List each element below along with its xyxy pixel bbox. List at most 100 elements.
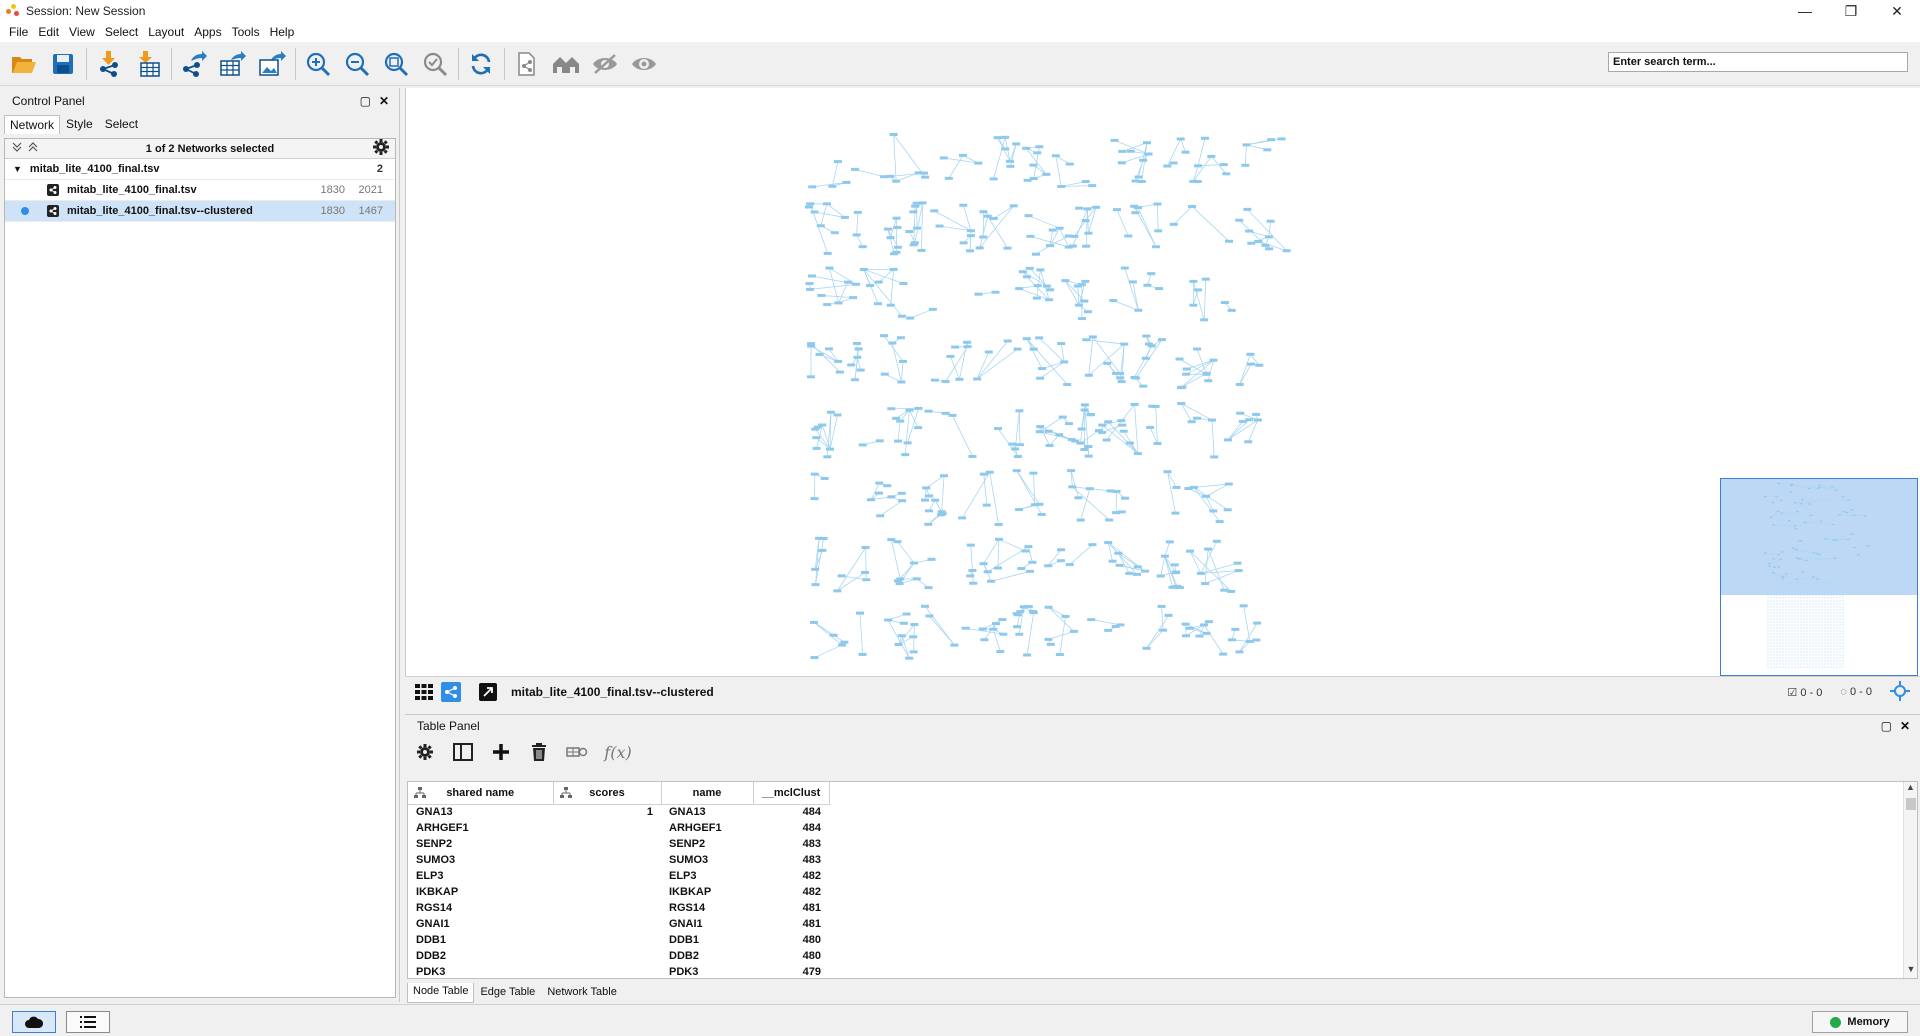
node[interactable]: [1178, 385, 1187, 389]
tab-edge-table[interactable]: Edge Table: [480, 986, 536, 998]
node[interactable]: [883, 484, 892, 488]
table-cell-shared-name[interactable]: IKBKAP: [416, 886, 459, 898]
node[interactable]: [909, 243, 918, 247]
node[interactable]: [1253, 621, 1262, 625]
node[interactable]: [1202, 372, 1211, 376]
node[interactable]: [1777, 554, 1780, 556]
table-row[interactable]: PDK3 PDK3 479: [408, 964, 829, 978]
table-cell-scores[interactable]: [553, 916, 661, 932]
node[interactable]: [1143, 283, 1152, 287]
node[interactable]: [1015, 508, 1024, 512]
node[interactable]: [996, 650, 1005, 654]
node[interactable]: [1139, 158, 1148, 162]
node[interactable]: [1080, 403, 1089, 407]
node[interactable]: [1142, 334, 1151, 338]
node[interactable]: [1242, 143, 1251, 147]
node[interactable]: [979, 562, 988, 566]
node[interactable]: [809, 620, 818, 624]
node[interactable]: [1064, 234, 1073, 238]
menu-file[interactable]: File: [9, 25, 29, 39]
node[interactable]: [1151, 245, 1160, 249]
node[interactable]: [1141, 356, 1150, 360]
node[interactable]: [1013, 613, 1022, 617]
node[interactable]: [1189, 279, 1198, 283]
add-column-icon[interactable]: [489, 740, 513, 764]
node[interactable]: [984, 350, 993, 354]
node[interactable]: [968, 454, 977, 458]
node[interactable]: [912, 201, 921, 205]
node[interactable]: [1142, 141, 1151, 145]
node[interactable]: [889, 267, 898, 271]
node[interactable]: [823, 303, 832, 307]
node[interactable]: [1768, 565, 1771, 567]
node[interactable]: [1239, 604, 1248, 608]
node[interactable]: [1772, 558, 1775, 560]
node[interactable]: [873, 302, 882, 306]
node[interactable]: [1769, 516, 1773, 518]
node[interactable]: [1104, 420, 1113, 424]
expand-collapse-icons[interactable]: [11, 142, 47, 155]
network-view-icon[interactable]: [441, 681, 461, 702]
node[interactable]: [1036, 376, 1045, 380]
node[interactable]: [1224, 482, 1233, 486]
node[interactable]: [1155, 287, 1164, 291]
node[interactable]: [1046, 244, 1055, 248]
node[interactable]: [893, 225, 902, 229]
node[interactable]: [1087, 618, 1096, 622]
save-session-icon[interactable]: [47, 48, 79, 80]
node[interactable]: [1819, 520, 1823, 522]
node[interactable]: [1220, 588, 1229, 592]
node[interactable]: [895, 582, 904, 586]
scroll-down-icon[interactable]: ▼: [1906, 964, 1916, 974]
node[interactable]: [1146, 425, 1155, 429]
node[interactable]: [1172, 485, 1181, 489]
node[interactable]: [1194, 288, 1203, 292]
node[interactable]: [1086, 413, 1095, 417]
node[interactable]: [1085, 487, 1094, 491]
new-network-from-selection-icon[interactable]: [511, 48, 543, 80]
node[interactable]: [1781, 551, 1784, 553]
table-cell-scores[interactable]: [553, 884, 661, 900]
node[interactable]: [822, 202, 831, 206]
node[interactable]: [969, 581, 978, 585]
node[interactable]: [1112, 489, 1121, 493]
network-view-canvas[interactable]: [405, 88, 1920, 676]
node[interactable]: [1817, 487, 1820, 489]
table-cell-cluster[interactable]: 481: [802, 918, 821, 930]
node[interactable]: [1805, 559, 1808, 562]
node[interactable]: [1181, 622, 1190, 626]
node[interactable]: [856, 368, 865, 372]
node[interactable]: [1847, 499, 1850, 501]
node[interactable]: [1104, 541, 1113, 545]
scroll-up-icon[interactable]: ▲: [1906, 782, 1915, 792]
node[interactable]: [1193, 347, 1202, 351]
node[interactable]: [991, 290, 1000, 294]
node[interactable]: [1227, 638, 1236, 642]
node[interactable]: [994, 427, 1003, 431]
node[interactable]: [853, 355, 862, 359]
node[interactable]: [1061, 279, 1070, 283]
node[interactable]: [1261, 243, 1270, 247]
node[interactable]: [1133, 565, 1142, 569]
node[interactable]: [896, 577, 905, 581]
node[interactable]: [950, 643, 959, 647]
node[interactable]: [1098, 423, 1107, 427]
node[interactable]: [1076, 518, 1085, 522]
node[interactable]: [823, 251, 832, 255]
node[interactable]: [1842, 510, 1845, 513]
table-cell-name[interactable]: DDB1: [669, 934, 699, 946]
table-cell-cluster[interactable]: 482: [802, 886, 821, 898]
node[interactable]: [930, 209, 939, 213]
node[interactable]: [1116, 376, 1125, 380]
collapse-triangle-icon[interactable]: ▼: [13, 164, 22, 174]
node[interactable]: [928, 307, 937, 311]
node[interactable]: [819, 536, 828, 540]
menu-help[interactable]: Help: [269, 25, 295, 39]
node[interactable]: [862, 578, 871, 582]
table-cell-cluster[interactable]: 482: [802, 870, 821, 882]
node[interactable]: [1808, 503, 1811, 505]
node[interactable]: [855, 611, 864, 615]
node[interactable]: [1148, 404, 1157, 408]
node[interactable]: [833, 160, 842, 164]
node[interactable]: [1857, 554, 1860, 556]
